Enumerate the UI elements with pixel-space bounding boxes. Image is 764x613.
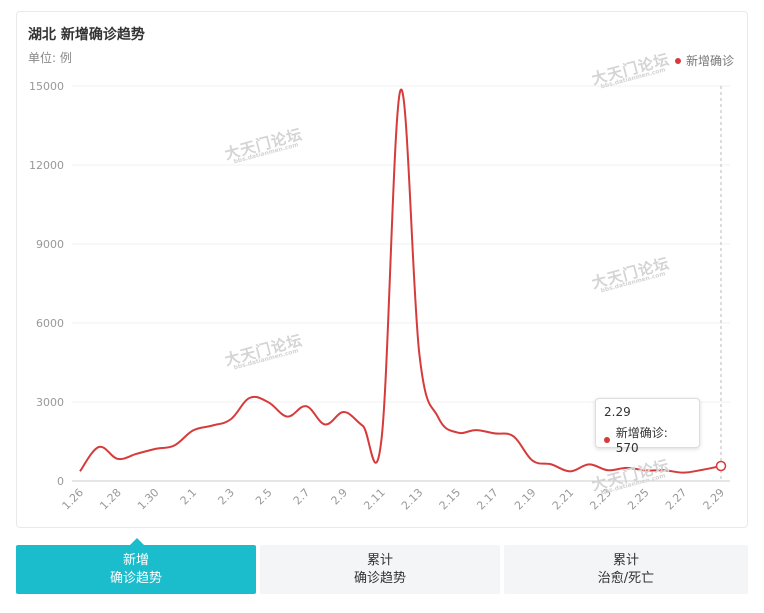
tooltip: 2.29 新增确诊: 570 xyxy=(595,398,700,455)
tab-label-line2: 确诊趋势 xyxy=(353,570,406,586)
x-tick-label: 1.30 xyxy=(135,486,162,513)
x-tick-label: 2.21 xyxy=(550,486,577,513)
legend-label: 新增确诊 xyxy=(685,54,734,68)
x-tick-label: 2.19 xyxy=(512,486,539,513)
x-tick-label: 2.1 xyxy=(178,486,200,508)
x-tick-label: 2.11 xyxy=(361,486,388,513)
tooltip-date: 2.29 xyxy=(604,405,631,419)
x-tick-label: 1.28 xyxy=(97,486,124,513)
tab-label-line1: 累计 xyxy=(366,552,393,568)
y-tick-label: 6000 xyxy=(36,317,64,330)
series-line-new-confirmed xyxy=(79,88,722,474)
tab-bar: 新增 确诊趋势 累计 确诊趋势 累计 治愈/死亡 xyxy=(16,538,748,594)
x-tick-label: 2.3 xyxy=(215,486,237,508)
x-tick-label: 2.13 xyxy=(399,486,426,513)
y-tick-label: 12000 xyxy=(29,159,64,172)
tab-cumulative-confirmed-trend[interactable]: 累计 确诊趋势 xyxy=(260,545,500,594)
x-tick-label: 2.27 xyxy=(663,486,690,513)
x-tick-label: 2.9 xyxy=(328,486,350,508)
line-chart[interactable]: 15000 12000 9000 6000 3000 0 1.26 1.28 1.30 2.1 2… xyxy=(0,0,764,545)
y-tick-label: 9000 xyxy=(36,238,64,251)
x-tick-label: 2.7 xyxy=(291,486,313,508)
x-tick-label: 2.17 xyxy=(474,486,501,513)
tab-new-confirmed-trend[interactable]: 新增 确诊趋势 xyxy=(16,538,256,594)
chart-title: 湖北 新增确诊趋势 xyxy=(28,27,145,43)
tab-label-line2: 治愈/死亡 xyxy=(597,570,655,586)
legend[interactable]: 新增确诊 xyxy=(674,52,734,69)
x-tick-label: 2.23 xyxy=(587,486,614,513)
tooltip-value: 新增确诊: 570 xyxy=(615,426,668,455)
unit-label: 单位: 例 xyxy=(28,51,72,65)
x-tick-labels: 1.26 1.28 1.30 2.1 2.3 2.5 2.7 2.9 2.11 2.13 2.15 2… xyxy=(60,486,728,513)
x-tick-label: 2.25 xyxy=(625,486,652,513)
tab-label-line2: 确诊趋势 xyxy=(109,570,162,586)
x-tick-label: 2.15 xyxy=(437,486,464,513)
x-tick-label: 1.26 xyxy=(60,486,87,513)
tab-cumulative-cured-dead[interactable]: 累计 治愈/死亡 xyxy=(504,545,748,594)
legend-dot-icon xyxy=(674,57,681,64)
y-tick-label: 15000 xyxy=(29,80,64,93)
active-tab-arrow-icon xyxy=(130,538,144,545)
tab-label-line1: 累计 xyxy=(612,552,639,568)
x-tick-label: 2.5 xyxy=(253,486,275,508)
x-tick-label: 2.29 xyxy=(701,486,728,513)
tab-label-line1: 新增 xyxy=(122,552,149,568)
grid-lines xyxy=(72,85,730,482)
tooltip-dot-icon xyxy=(604,436,610,443)
y-tick-label: 0 xyxy=(57,475,64,488)
y-tick-label: 3000 xyxy=(36,396,64,409)
y-tick-labels: 15000 12000 9000 6000 3000 0 xyxy=(29,80,64,488)
highlight-point xyxy=(715,460,727,472)
